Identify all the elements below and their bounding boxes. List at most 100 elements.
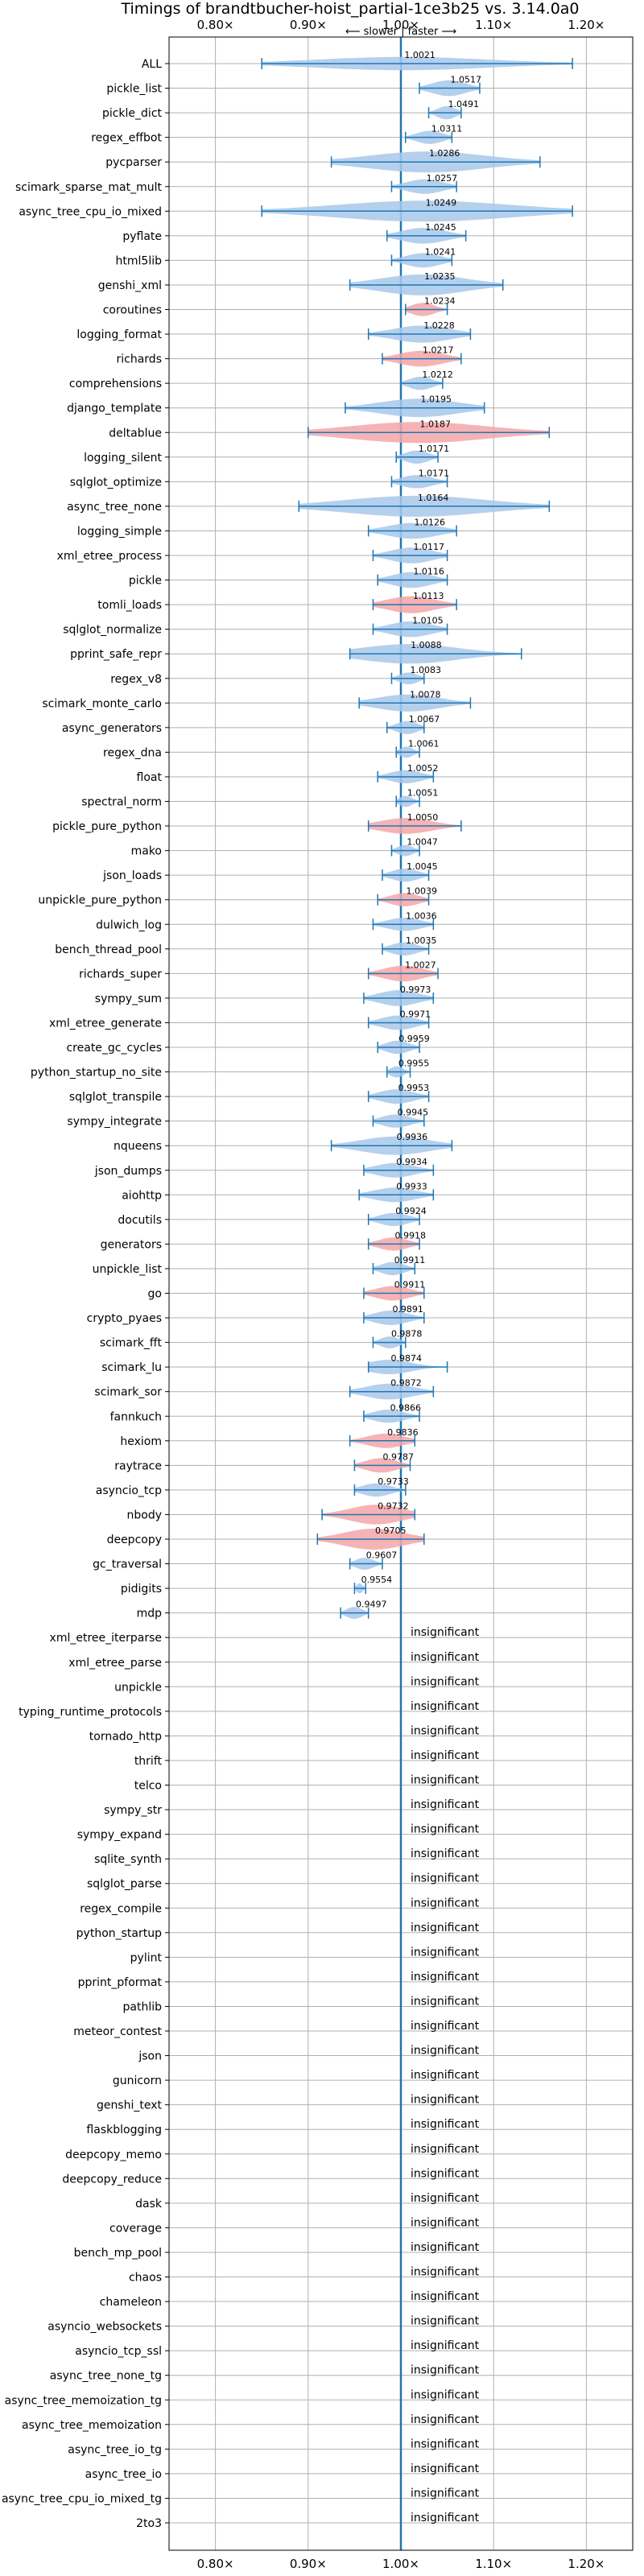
value-label: 0.9705	[375, 1525, 407, 1536]
category-label: async_tree_cpu_io_mixed_tg	[2, 2492, 162, 2505]
value-label: 1.0249	[426, 197, 457, 208]
category-label: unpickle_list	[93, 1263, 163, 1276]
category-label: coroutines	[103, 304, 162, 317]
category-label: telco	[134, 1780, 162, 1793]
insignificant-label: insignificant	[411, 2143, 480, 2156]
insignificant-label: insignificant	[411, 1823, 480, 1836]
insignificant-label: insignificant	[411, 2462, 480, 2475]
insignificant-label: insignificant	[411, 1872, 480, 1885]
value-label: 1.0517	[451, 75, 482, 85]
category-label: xml_etree_process	[57, 550, 162, 563]
value-label: 1.0228	[423, 320, 455, 331]
category-label: dulwich_log	[96, 919, 162, 931]
value-label: 1.0061	[408, 738, 440, 749]
value-label: 1.0078	[410, 689, 441, 700]
insignificant-label: insignificant	[411, 1675, 480, 1688]
value-label: 1.0286	[429, 148, 460, 159]
category-label: fannkuch	[110, 1410, 162, 1423]
category-label: coverage	[109, 2222, 162, 2235]
category-label: regex_effbot	[91, 132, 162, 145]
category-label: spectral_norm	[81, 796, 162, 809]
insignificant-label: insignificant	[411, 2020, 480, 2033]
value-label: 1.0105	[412, 616, 444, 626]
category-label: aiohttp	[122, 1189, 162, 1202]
category-label: sqlglot_parse	[87, 1878, 162, 1891]
insignificant-label: insignificant	[411, 2192, 480, 2205]
category-label: async_generators	[62, 722, 162, 735]
category-label: async_tree_cpu_io_mixed	[19, 205, 162, 218]
value-label: 0.9874	[390, 1353, 422, 1364]
plot-frame	[168, 36, 634, 2551]
insignificant-label: insignificant	[411, 2413, 480, 2426]
value-label: 1.0171	[419, 444, 450, 454]
value-label: 0.9836	[387, 1427, 418, 1438]
category-label: gunicorn	[113, 2074, 162, 2087]
insignificant-label: insignificant	[411, 2438, 480, 2450]
category-label: pycparser	[105, 156, 162, 169]
category-label: scimark_fft	[100, 1337, 163, 1350]
value-label: 1.0491	[448, 99, 480, 109]
category-label: create_gc_cycles	[66, 1042, 162, 1055]
value-label: 0.9733	[378, 1476, 409, 1487]
category-label: go	[148, 1288, 162, 1301]
value-label: 0.9973	[400, 985, 431, 995]
category-label: genshi_xml	[98, 279, 162, 292]
category-label: sqlglot_normalize	[63, 624, 162, 637]
insignificant-label: insignificant	[411, 1626, 480, 1639]
category-label: typing_runtime_protocols	[19, 1706, 162, 1719]
category-label: genshi_text	[97, 2099, 163, 2112]
category-label: sqlglot_transpile	[69, 1091, 162, 1104]
category-label: pyflate	[122, 230, 162, 243]
category-label: chaos	[129, 2272, 162, 2285]
category-label: sympy_str	[104, 1804, 162, 1817]
category-label: mako	[131, 845, 162, 858]
category-label: pylint	[130, 1951, 163, 1964]
value-label: 0.9934	[396, 1157, 427, 1167]
category-label: deltablue	[109, 427, 162, 440]
label-layer: 0.80× 0.80× 0.90× 0.90× 1.00× 1.00× 1.10× 1.10×…	[2, 18, 605, 2571]
value-label: 1.0027	[405, 960, 436, 970]
category-label: regex_compile	[80, 1902, 162, 1915]
value-label: 0.9945	[398, 1108, 429, 1118]
value-label: 1.0088	[411, 640, 441, 650]
category-label: pathlib	[123, 2000, 163, 2013]
value-label: 1.0257	[427, 173, 458, 184]
category-label: sympy_expand	[77, 1829, 162, 1842]
violin-layer	[261, 37, 573, 2550]
value-label: 1.0051	[407, 788, 439, 799]
category-label: richards_super	[79, 968, 162, 980]
value-label: 0.9924	[395, 1206, 427, 1216]
category-label: pickle	[129, 575, 162, 588]
category-label: async_tree_memoization	[22, 2419, 162, 2432]
category-label: pidigits	[121, 1583, 162, 1596]
x-tick-label-bottom: 0.80×	[197, 2557, 234, 2571]
x-tick-label-bottom: 0.90×	[290, 2557, 327, 2571]
category-label: scimark_lu	[101, 1361, 162, 1374]
insignificant-label: insignificant	[411, 1995, 480, 2008]
insignificant-label: insignificant	[411, 1922, 480, 1934]
category-label: pickle_list	[106, 83, 162, 96]
category-label: xml_etree_iterparse	[50, 1632, 162, 1645]
chart-title: Timings of brandtbucher-hoist_partial-1c…	[120, 0, 579, 18]
category-label: mdp	[137, 1608, 163, 1620]
category-label: scimark_sor	[94, 1386, 162, 1399]
value-label: 1.0021	[404, 50, 436, 60]
category-label: json_loads	[102, 869, 162, 882]
value-label: 0.9554	[361, 1575, 393, 1585]
category-label: pprint_pformat	[78, 1976, 163, 1989]
value-label: 1.0047	[407, 837, 438, 848]
insignificant-label: insignificant	[411, 1774, 480, 1787]
category-label: gc_traversal	[93, 1558, 162, 1571]
category-label: generators	[101, 1238, 162, 1251]
category-label: crypto_pyaes	[87, 1312, 162, 1325]
insignificant-label: insignificant	[411, 2266, 480, 2279]
value-label: 1.0117	[413, 542, 444, 552]
category-label: scimark_sparse_mat_mult	[15, 181, 162, 194]
category-label: async_tree_io	[85, 2468, 162, 2481]
insignificant-label: insignificant	[411, 2364, 480, 2377]
x-tick-label-top: 1.10×	[475, 18, 512, 32]
value-label: 0.9911	[394, 1280, 426, 1290]
category-label: float	[137, 771, 163, 784]
category-label: bench_thread_pool	[55, 943, 162, 956]
